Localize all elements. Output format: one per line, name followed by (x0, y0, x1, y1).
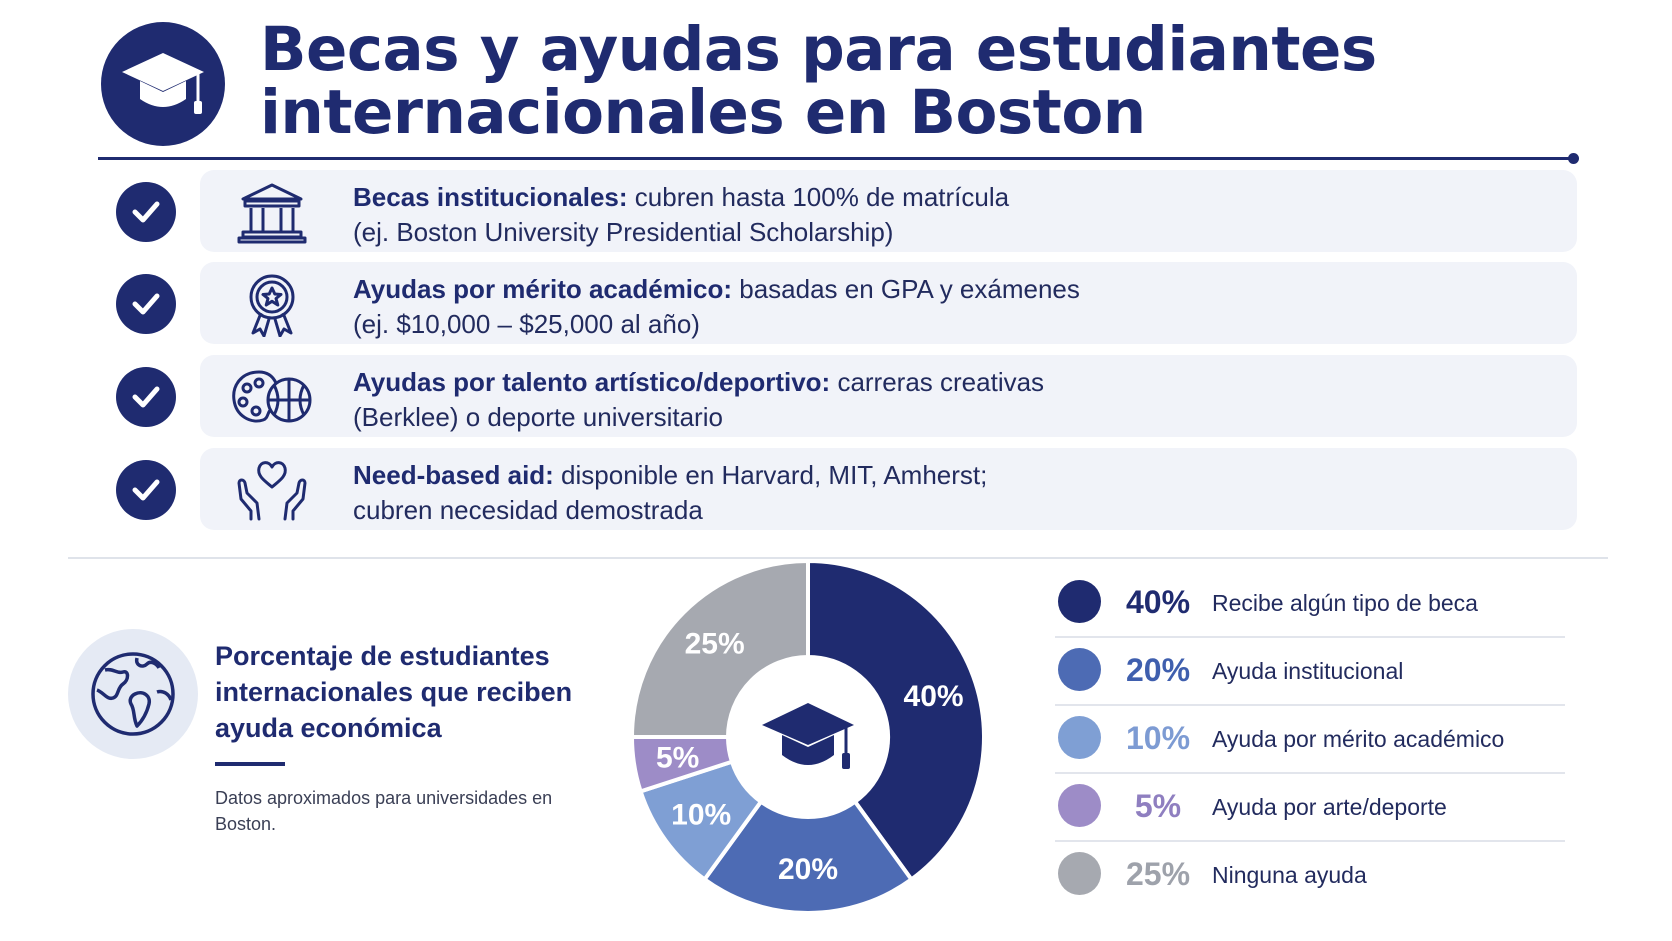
aid-row-heading: Becas institucionales: (353, 182, 628, 212)
checkmark-icon (116, 460, 176, 520)
aid-row-heading: Need-based aid: (353, 460, 554, 490)
hands-heart-icon (237, 461, 307, 521)
aid-row-description: cubren hasta 100% de matrícula (627, 182, 1010, 212)
donut-slice-label: 40% (904, 680, 964, 713)
stats-title: Porcentaje de estudiantes internacionale… (215, 641, 573, 743)
checkmark-icon (116, 182, 176, 242)
legend-item: 5% Ayuda por arte/deporte (1055, 774, 1565, 842)
title-divider-dot (1568, 153, 1579, 164)
legend-divider (1055, 636, 1565, 638)
stats-title-underline (215, 762, 285, 766)
legend-swatch (1058, 580, 1101, 623)
legend-label: Ayuda por arte/deporte (1212, 794, 1447, 820)
legend-label: Ayuda institucional (1212, 658, 1404, 684)
legend-value: 20% (1125, 652, 1191, 688)
legend-divider (1055, 704, 1565, 706)
legend-label: Ninguna ayuda (1212, 862, 1367, 888)
donut-slice-label: 20% (778, 853, 838, 886)
checkmark-icon (116, 274, 176, 334)
aid-row-text: Ayudas por mérito académico: basadas en … (353, 272, 1553, 342)
chart-legend: 40% Recibe algún tipo de beca 20% Ayuda ins… (1055, 570, 1565, 910)
aid-row-need-based: Need-based aid: disponible en Harvard, M… (0, 448, 1672, 532)
legend-value: 10% (1125, 720, 1191, 756)
legend-divider (1055, 840, 1565, 842)
aid-row-institutional: Becas institucionales: cubren hasta 100%… (0, 170, 1672, 254)
donut-slice (629, 558, 810, 739)
aid-row-heading: Ayudas por mérito académico: (353, 274, 733, 304)
legend-swatch (1058, 784, 1101, 827)
aid-row-example: (ej. Boston University Presidential Scho… (353, 217, 894, 247)
legend-swatch (1058, 852, 1101, 895)
legend-item: 20% Ayuda institucional (1055, 638, 1565, 706)
legend-swatch (1058, 716, 1101, 759)
header-logo (101, 22, 225, 146)
aid-row-text: Need-based aid: disponible en Harvard, M… (353, 458, 1553, 528)
stats-note: Datos aproximados para universidades en … (215, 788, 553, 834)
legend-item: 25% Ninguna ayuda (1055, 842, 1565, 910)
legend-item: 10% Ayuda por mérito académico (1055, 706, 1565, 774)
aid-row-description: carreras creativas (830, 367, 1045, 397)
aid-row-description: basadas en GPA y exámenes (732, 274, 1080, 304)
page-title-line-1: Becas y ayudas para estudiantes (260, 14, 1377, 85)
aid-row-description: disponible en Harvard, MIT, Amherst; (553, 460, 988, 490)
legend-divider (1055, 772, 1565, 774)
legend-label: Ayuda por mérito académico (1212, 726, 1505, 752)
aid-row-talent: Ayudas por talento artístico/deportivo: … (0, 355, 1672, 439)
legend-label: Recibe algún tipo de beca (1212, 590, 1478, 616)
donut-slice (806, 558, 986, 883)
title-divider (98, 157, 1570, 160)
aid-row-heading: Ayudas por talento artístico/deportivo: (353, 367, 831, 397)
aid-card (200, 448, 1577, 530)
aid-card (200, 170, 1577, 252)
aid-row-example: (Berklee) o deporte universitario (353, 402, 723, 432)
aid-card (200, 262, 1577, 344)
aid-row-example: (ej. $10,000 – $25,000 al año) (353, 309, 700, 339)
globe-badge (68, 629, 198, 759)
donut-slice (701, 798, 915, 915)
aid-card (200, 355, 1577, 437)
legend-swatch (1058, 648, 1101, 691)
legend-item: 40% Recibe algún tipo de beca (1055, 570, 1565, 638)
globe-icon (91, 652, 175, 736)
donut-slice-label: 5% (656, 742, 699, 775)
palette-basketball-icon (232, 370, 312, 423)
aid-row-text: Ayudas por talento artístico/deportivo: … (353, 365, 1553, 435)
donut-slice-label: 25% (685, 628, 745, 661)
institution-building-icon (237, 183, 307, 244)
aid-row-text: Becas institucionales: cubren hasta 100%… (353, 180, 1553, 250)
page-title: Becas y ayudas para estudiantes internac… (260, 18, 1590, 144)
page-title-line-2: internacionales en Boston (260, 77, 1146, 148)
award-medal-icon (249, 274, 295, 337)
graduation-cap-icon (122, 53, 204, 114)
donut-slice-label: 10% (671, 799, 731, 832)
aid-donut-chart: 40% 20% 10% 5% 25% (629, 558, 986, 915)
aid-row-example: cubren necesidad demostrada (353, 495, 703, 525)
aid-row-merit: Ayudas por mérito académico: basadas en … (0, 262, 1672, 346)
legend-value: 5% (1134, 788, 1182, 824)
section-divider (68, 557, 1608, 559)
legend-value: 25% (1125, 856, 1191, 892)
graduation-cap-icon (762, 703, 854, 769)
legend-value: 40% (1125, 584, 1191, 620)
checkmark-icon (116, 367, 176, 427)
